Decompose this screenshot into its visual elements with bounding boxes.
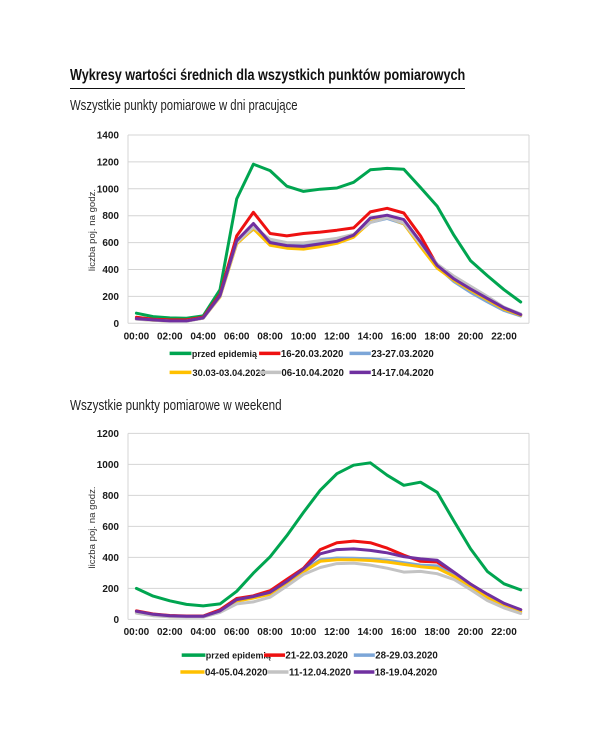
svg-text:11-12.04.2020: 11-12.04.2020 <box>289 667 351 678</box>
svg-text:30.03-03.04.2020: 30.03-03.04.2020 <box>192 367 266 378</box>
svg-text:przed epidemią: przed epidemią <box>192 349 258 359</box>
svg-text:800: 800 <box>102 491 119 502</box>
svg-text:liczba poj. na godz.: liczba poj. na godz. <box>87 486 98 568</box>
svg-text:02:00: 02:00 <box>157 627 183 638</box>
svg-text:200: 200 <box>102 292 119 303</box>
svg-text:16:00: 16:00 <box>391 627 417 638</box>
svg-text:800: 800 <box>102 211 119 222</box>
svg-text:12:00: 12:00 <box>324 627 350 638</box>
svg-text:18-19.04.2020: 18-19.04.2020 <box>375 667 438 678</box>
svg-text:1200: 1200 <box>97 157 120 168</box>
svg-text:14:00: 14:00 <box>358 627 384 638</box>
svg-text:08:00: 08:00 <box>257 332 283 343</box>
svg-text:0: 0 <box>113 319 119 330</box>
svg-text:21-22.03.2020: 21-22.03.2020 <box>285 651 348 662</box>
svg-text:20:00: 20:00 <box>458 332 484 343</box>
svg-text:600: 600 <box>102 522 119 533</box>
svg-text:04:00: 04:00 <box>190 332 216 343</box>
svg-text:23-27.03.2020: 23-27.03.2020 <box>371 349 434 360</box>
svg-text:liczba poj. na godz.: liczba poj. na godz. <box>87 189 98 271</box>
svg-text:04:00: 04:00 <box>190 627 216 638</box>
svg-text:600: 600 <box>102 238 119 249</box>
svg-text:00:00: 00:00 <box>124 627 150 638</box>
svg-text:10:00: 10:00 <box>291 627 317 638</box>
svg-text:12:00: 12:00 <box>324 332 350 343</box>
svg-text:1400: 1400 <box>97 131 120 142</box>
svg-text:08:00: 08:00 <box>257 627 283 638</box>
svg-text:22:00: 22:00 <box>491 627 517 638</box>
svg-text:16-20.03.2020: 16-20.03.2020 <box>281 349 344 360</box>
svg-text:16:00: 16:00 <box>391 332 417 343</box>
svg-text:200: 200 <box>102 584 119 595</box>
svg-text:02:00: 02:00 <box>157 332 183 343</box>
svg-text:10:00: 10:00 <box>291 332 317 343</box>
svg-text:04-05.04.2020: 04-05.04.2020 <box>205 667 268 678</box>
svg-text:06-10.04.2020: 06-10.04.2020 <box>281 368 344 379</box>
svg-text:1000: 1000 <box>97 460 120 471</box>
svg-text:28-29.03.2020: 28-29.03.2020 <box>375 651 438 662</box>
svg-text:00:00: 00:00 <box>124 332 150 343</box>
svg-text:400: 400 <box>102 265 119 276</box>
svg-text:1200: 1200 <box>97 429 120 440</box>
svg-text:14:00: 14:00 <box>358 332 384 343</box>
svg-text:06:00: 06:00 <box>224 332 250 343</box>
svg-text:06:00: 06:00 <box>224 627 250 638</box>
svg-text:14-17.04.2020: 14-17.04.2020 <box>371 368 434 379</box>
svg-text:przed epidemią: przed epidemią <box>206 651 272 661</box>
svg-text:18:00: 18:00 <box>424 332 450 343</box>
svg-text:400: 400 <box>102 553 119 564</box>
svg-text:18:00: 18:00 <box>424 627 450 638</box>
svg-text:0: 0 <box>113 615 119 626</box>
svg-text:20:00: 20:00 <box>458 627 484 638</box>
svg-text:1000: 1000 <box>97 184 120 195</box>
svg-text:22:00: 22:00 <box>491 332 517 343</box>
